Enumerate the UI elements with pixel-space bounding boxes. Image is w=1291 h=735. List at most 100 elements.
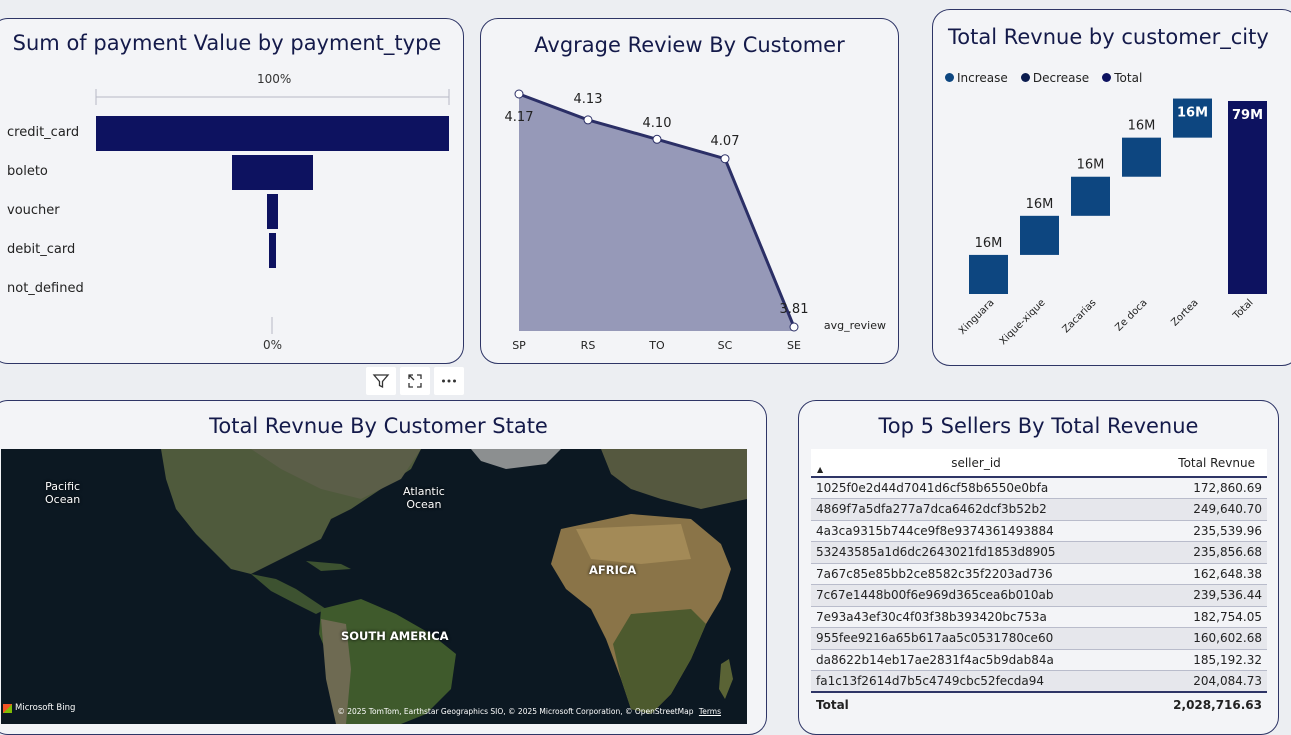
seller-id-cell: 7c67e1448b00f6e969d365cea6b010ab [811,584,1141,607]
funnel-top-percent: 100% [257,72,292,86]
legend-total[interactable]: Total [1102,71,1142,85]
review-x-tick-SE: SE [787,339,801,352]
total-revenue-cell: 162,648.38 [1141,563,1267,585]
waterfall-bar-zortea [1173,98,1212,138]
review-x-tick-SC: SC [718,339,733,352]
revenue-waterfall-chart: 16M Xinguara 16M Xique-xique 16M Zacarias 16M Z… [957,98,1267,347]
total-revenue-cell: 182,754.05 [1141,606,1267,628]
map-label-south-america: SOUTH AMERICA [341,629,449,643]
waterfall-legend: Increase Decrease Total [945,67,1150,86]
seller-id-cell: fa1c13f2614d7b5c4749cbc52fecda94 [811,670,1141,693]
microsoft-logo-icon [3,703,12,713]
seller-id-cell: 53243585a1d6dc2643021fd1853d8905 [811,541,1141,564]
focus-mode-button[interactable] [400,367,430,395]
waterfall-x-tick-ze-doca: Ze doca [1113,297,1149,333]
seller-id-cell: 4a3ca9315b744ce9f8e9374361493884 [811,520,1141,542]
total-revenue-cell: 204,084.73 [1141,670,1267,693]
table-row[interactable]: 7e93a43ef30c4f03f38b393420bc753a 182,754.… [811,606,1267,628]
state-revenue-map-card[interactable]: Total Revnue By Customer State Pacif [0,400,767,735]
legend-decrease[interactable]: Decrease [1020,70,1090,85]
column-header-seller-id[interactable]: seller_id ▲ [811,449,1141,478]
review-data-label-SC: 4.07 [711,134,740,149]
city-revenue-waterfall-card[interactable]: Total Revnue by customer_city Increase D… [932,9,1291,366]
table-row[interactable]: 955fee9216a65b617aa5c0531780ce60 160,602.… [811,627,1267,650]
review-point-SE [789,322,799,332]
top-sellers-table-card[interactable]: Top 5 Sellers By Total Revenue seller_id… [798,400,1279,735]
sellers-table: seller_id ▲ Total Revnue 1025f0e2d44d704… [811,449,1267,716]
funnel-title: Sum of payment Value by payment_type [12,31,442,55]
funnel-label-boleto: boleto [7,164,48,179]
map-title: Total Revnue By Customer State [209,414,548,438]
review-x-tick-TO: TO [648,339,665,352]
total-revenue-cell: 160,602.68 [1141,627,1267,650]
map-label-atlantic-ocean: Atlantic Ocean [403,485,445,511]
review-point-SC [720,154,730,164]
table-total-row: Total 2,028,716.63 [811,691,1267,716]
focus-mode-icon [408,374,422,388]
waterfall-x-tick-zacarias: Zacarias [1061,297,1099,335]
total-value-cell: 2,028,716.63 [1141,691,1267,716]
more-options-button[interactable] [434,367,464,395]
legend-decrease-label: Decrease [1032,70,1090,85]
waterfall-x-tick-xique-xique: Xique-xique [998,297,1048,347]
table-row[interactable]: 4a3ca9315b744ce9f8e9374361493884 235,539.… [811,520,1267,542]
funnel-bar-boleto[interactable] [231,155,314,190]
map-canvas[interactable]: Pacific Ocean Atlantic Ocean AFRICA SOUT… [1,449,747,724]
review-x-tick-SP: SP [512,339,526,352]
total-label-cell: Total [811,691,1141,716]
review-data-label-RS: 4.13 [574,92,603,107]
visual-header-toolbar [366,367,464,395]
filter-button[interactable] [366,367,396,395]
more-options-icon [442,379,456,383]
table-row[interactable]: 7c67e1448b00f6e969d365cea6b010ab 239,536.… [811,584,1267,607]
table-row[interactable]: 53243585a1d6dc2643021fd1853d8905 235,856.… [811,541,1267,564]
column-header-seller-id-label: seller_id [951,455,1001,470]
sellers-title: Top 5 Sellers By Total Revenue [878,414,1199,438]
seller-id-cell: da8622b14eb17ae2831f4ac5b9dab84a [811,649,1141,671]
avg-review-chart-card[interactable]: Avgrage Review By Customer 4.17 4.13 4.10 4… [480,18,899,364]
review-point-RS [583,115,593,125]
waterfall-data-label-zacarias: 16M [1077,158,1105,173]
payment-type-funnel-card[interactable]: Sum of payment Value by payment_type 100… [0,18,464,364]
map-attribution-text: © 2025 TomTom, Earthstar Geographics SIO… [337,707,694,716]
table-row[interactable]: da8622b14eb17ae2831f4ac5b9dab84a 185,192.… [811,649,1267,671]
map-attribution: © 2025 TomTom, Earthstar Geographics SIO… [337,707,721,716]
map-terms-link[interactable]: Terms [698,707,721,716]
column-header-total-revenue[interactable]: Total Revnue [1141,449,1267,478]
waterfall-bar-xique-xique [1020,215,1059,255]
bing-brand-text: Microsoft Bing [15,703,76,713]
avg-review-area-chart: 4.17 4.13 4.10 4.07 3.81 SP RS TO SC SE avg_review [505,89,886,352]
revenue-title: Total Revnue by customer_city [948,25,1269,49]
seller-id-cell: 7e93a43ef30c4f03f38b393420bc753a [811,606,1141,628]
review-title: Avgrage Review By Customer [534,33,845,57]
total-revenue-cell: 235,856.68 [1141,541,1267,564]
waterfall-bar-ze-doca [1122,137,1161,177]
waterfall-bar-total [1228,101,1267,294]
waterfall-data-label-zortea: 16M [1177,106,1208,121]
legend-increase-dot [945,73,954,82]
seller-id-cell: 1025f0e2d44d7041d6cf58b6550e0bfa [811,477,1141,499]
total-revenue-cell: 239,536.44 [1141,584,1267,607]
waterfall-data-label-xinguara: 16M [975,236,1003,251]
funnel-label-debit-card: debit_card [7,242,76,257]
table-row[interactable]: 4869f7a5dfa277a7dca6462dcf3b52b2 249,640.… [811,498,1267,521]
legend-total-label: Total [1114,70,1143,85]
avg-review-area [519,94,794,331]
funnel-label-credit-card: credit_card [7,125,80,140]
filter-icon [372,374,390,389]
funnel-bar-debit-card[interactable] [268,233,277,268]
table-row[interactable]: 7a67c85e85bb2ce8582c35f2203ad736 162,648.… [811,563,1267,585]
waterfall-x-tick-total: Total [1231,297,1256,322]
waterfall-bar-zacarias [1071,176,1110,216]
funnel-bar-credit-card[interactable] [96,116,449,151]
review-series-label: avg_review [824,319,886,332]
funnel-bar-voucher[interactable] [267,194,278,229]
funnel-label-not-defined: not_defined [7,281,84,296]
seller-id-cell: 7a67c85e85bb2ce8582c35f2203ad736 [811,563,1141,585]
seller-id-cell: 4869f7a5dfa277a7dca6462dcf3b52b2 [811,498,1141,521]
table-row[interactable]: fa1c13f2614d7b5c4749cbc52fecda94 204,084.… [811,670,1267,693]
legend-increase[interactable]: Increase [945,71,1008,85]
total-revenue-cell: 185,192.32 [1141,649,1267,671]
table-row[interactable]: 1025f0e2d44d7041d6cf58b6550e0bfa 172,860.… [811,477,1267,499]
map-label-africa: AFRICA [589,563,637,577]
